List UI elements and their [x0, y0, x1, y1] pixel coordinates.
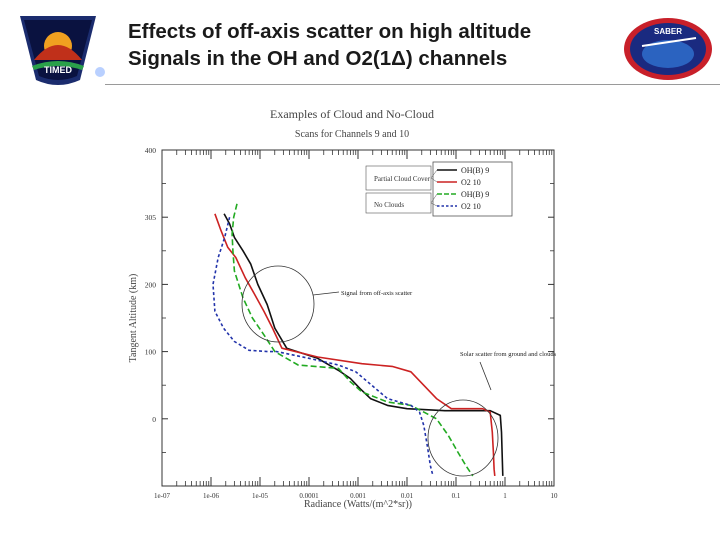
annotation-text-offaxis: Signal from off-axis scatter	[341, 290, 413, 297]
annotation-arrow-offaxis	[312, 291, 340, 296]
annotation-circle-offaxis	[241, 265, 315, 343]
legend-label-0: OH(B) 9	[461, 166, 489, 175]
x-tick-label: 0.1	[452, 492, 461, 500]
annotation-arrow-ground	[479, 361, 492, 391]
annotation-circle-ground	[427, 399, 499, 477]
series-line-0	[223, 213, 504, 476]
title-line-1: Effects of off-axis scatter on high alti…	[128, 20, 532, 43]
y-tick-label: 100	[145, 348, 157, 357]
y-tick-label: 305	[145, 213, 157, 222]
chart-subtitle: Scans for Channels 9 and 10	[295, 129, 409, 140]
x-tick-label: 0.001	[350, 492, 366, 500]
legend-connector-1	[430, 177, 438, 183]
legend-label-3: O2 10	[461, 202, 481, 211]
legend-label-1: O2 10	[461, 178, 481, 187]
x-tick-label: 1e-07	[154, 492, 170, 500]
x-axis-label: Radiance (Watts/(m^2*sr))	[304, 499, 412, 510]
annotation-text-ground: Solar scatter from ground and clouds	[460, 351, 557, 358]
x-tick-label: 0.01	[401, 492, 414, 500]
timed-logo: TIMED	[20, 16, 105, 85]
legend-connector-3	[430, 202, 438, 207]
saber-logo: SABER	[624, 18, 712, 80]
chart-title: Examples of Cloud and No-Cloud	[270, 107, 434, 121]
slide-title: Effects of off-axis scatter on high alti…	[128, 18, 618, 72]
series-line-3	[212, 217, 434, 477]
legend-connector-2	[430, 193, 438, 204]
legend-label-2: OH(B) 9	[461, 190, 489, 199]
legend-connector-0	[430, 169, 438, 179]
x-tick-label: 10	[551, 492, 559, 500]
annotation-ground: Solar scatter from ground and clouds	[427, 351, 557, 477]
title-line-2: Signals in the OH and O2(1Δ) channels	[128, 47, 508, 70]
x-tick-label: 1e-05	[252, 492, 268, 500]
legend-box	[432, 161, 513, 217]
series-line-2	[231, 203, 474, 477]
logo-left-text: TIMED	[44, 65, 72, 75]
logo-right-text: SABER	[654, 27, 682, 36]
x-tick-label: 1e-06	[203, 492, 219, 500]
title-divider	[105, 84, 720, 85]
x-tick-label: 0.0001	[299, 492, 319, 500]
y-tick-label: 200	[145, 280, 157, 289]
y-tick-label: 400	[145, 146, 157, 155]
series-line-1	[214, 213, 496, 476]
legend: Partial Cloud Cover No Clouds OH(B) 9 O2 …	[365, 161, 513, 217]
x-tick-label: 1	[503, 492, 507, 500]
y-axis-label: Tangent Altitude (km)	[128, 274, 139, 363]
legend-group1-label: Partial Cloud Cover	[374, 175, 431, 183]
annotation-offaxis: Signal from off-axis scatter	[241, 265, 413, 343]
y-tick-label: 0	[152, 415, 156, 424]
legend-group2-label: No Clouds	[374, 201, 404, 209]
